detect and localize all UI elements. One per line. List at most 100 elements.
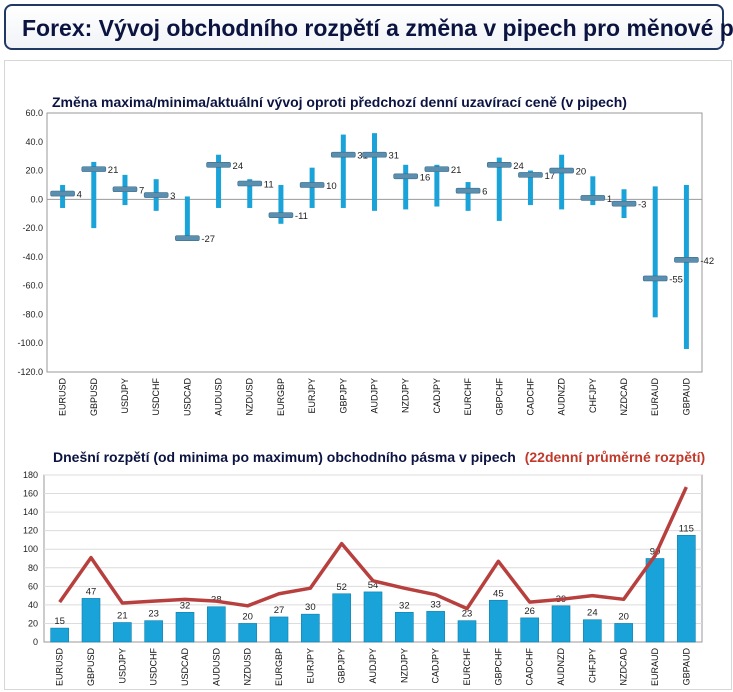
chart2-category-label: EURUSD	[55, 648, 65, 687]
charts-panel	[4, 60, 732, 690]
chart1-range-bar	[559, 154, 565, 210]
chart1-current-marker	[393, 173, 418, 180]
chart2-y-tick: 0	[33, 637, 38, 647]
chart2-bar	[645, 558, 665, 643]
chart1-category-label: EURGBP	[276, 378, 286, 416]
chart1-data-label: -55	[669, 274, 683, 285]
chart1-data-label: 17	[544, 171, 555, 182]
chart2-category-label: AUDUSD	[211, 648, 221, 687]
chart2-bar	[81, 598, 101, 643]
chart2-title-main: Dnešní rozpětí (od minima po maximum) ob…	[53, 449, 516, 465]
chart2-category-label: CADJPY	[431, 648, 441, 684]
chart1-current-marker	[642, 275, 668, 282]
chart2-y-tick: 80	[28, 563, 38, 573]
chart2-category-label: USDJPY	[117, 648, 127, 684]
chart1-y-tick: -40.0	[22, 252, 43, 262]
chart1-category-label: AUDJPY	[370, 378, 380, 414]
chart2-bar	[583, 619, 602, 643]
chart1-category-label: AUDUSD	[214, 378, 224, 417]
chart1-category-label: NZDUSD	[245, 378, 255, 416]
chart1-category-label: NZDCAD	[619, 378, 629, 416]
chart1-range-bar	[434, 164, 440, 207]
chart1-y-tick: -20.0	[22, 223, 43, 233]
chart2-data-label: 26	[524, 606, 535, 617]
chart1-current-marker	[549, 167, 574, 174]
chart1-range-bar	[465, 182, 471, 211]
chart2-data-label: 27	[274, 605, 285, 616]
chart2-bar	[677, 535, 696, 643]
chart1-current-marker	[268, 212, 294, 218]
chart2-data-label: 33	[430, 599, 441, 610]
chart1-category-label: EURUSD	[58, 378, 68, 417]
chart1-data-label: 3	[170, 191, 175, 202]
chart1-current-marker	[580, 195, 606, 201]
chart2-category-label: GBPCHF	[493, 648, 503, 686]
chart2-bar	[363, 591, 383, 643]
chart1-range-bar	[652, 186, 658, 318]
chart1-category-label: USDCHF	[151, 377, 161, 415]
chart2-data-label: 23	[462, 609, 473, 620]
chart2-category-label: CHFJPY	[587, 648, 597, 683]
chart2-category-label: NZDJPY	[399, 648, 409, 683]
chart1-data-label: 31	[389, 151, 400, 162]
chart1-range-bar	[247, 179, 253, 208]
chart1-current-marker	[362, 151, 387, 158]
chart1-current-marker	[299, 182, 325, 188]
chart2-bar	[113, 622, 132, 643]
chart2-y-tick: 140	[23, 507, 38, 517]
chart1-range-bar	[590, 176, 596, 206]
chart2-bar	[520, 617, 539, 643]
chart1-data-label: 11	[264, 180, 274, 191]
chart2-y-tick: 60	[28, 581, 38, 591]
chart2-data-label: 30	[305, 602, 316, 613]
chart1-category-label: GBPJPY	[338, 378, 348, 414]
chart1-category-label: CADJPY	[432, 378, 442, 414]
chart2-bar	[614, 623, 633, 643]
chart1-range-bar	[278, 184, 284, 224]
chart1-current-marker	[143, 192, 169, 198]
chart2-category-label: EURGBP	[274, 648, 284, 686]
chart2-data-label: 47	[86, 586, 97, 597]
chart1-current-marker	[486, 162, 512, 168]
chart2-data-label: 54	[368, 580, 379, 591]
chart1-data-label: -42	[700, 256, 714, 267]
chart1-range-bar	[91, 161, 97, 229]
chart1-current-marker	[81, 166, 107, 172]
chart2-y-tick: 20	[28, 618, 38, 628]
chart2-category-label: AUDJPY	[368, 648, 378, 684]
chart1-data-label: 24	[513, 161, 524, 172]
chart1-range-bar	[527, 170, 533, 206]
chart2-category-label: EURJPY	[305, 648, 315, 684]
chart1-current-marker	[112, 186, 138, 193]
chart2-data-label: 24	[587, 608, 598, 619]
chart1-range-bar	[372, 133, 377, 211]
chart1-data-label: -3	[638, 200, 646, 211]
chart2-y-tick: 160	[23, 489, 38, 499]
chart1-range-bar	[60, 184, 66, 208]
chart1-current-marker	[674, 256, 699, 263]
chart1-y-tick: -60.0	[22, 281, 43, 291]
chart2-data-label: 21	[117, 611, 128, 622]
chart1-data-label: 21	[451, 165, 462, 176]
chart1-data-label: 4	[77, 190, 82, 201]
chart1-range-bar	[184, 196, 190, 240]
chart2-data-label: 23	[148, 609, 159, 620]
chart1-data-label: -27	[201, 234, 215, 245]
chart2-category-label: GBPUSD	[86, 648, 96, 687]
chart1-range-bar	[309, 167, 315, 208]
chart1-current-marker	[50, 190, 75, 197]
chart2-category-label: EURCHF	[462, 647, 472, 685]
chart1-current-marker	[206, 162, 231, 168]
chart1-data-label: 21	[108, 165, 119, 176]
chart2-bar	[207, 606, 226, 643]
chart2-bar	[144, 620, 163, 643]
chart2-title: Dnešní rozpětí (od minima po maximum) ob…	[53, 449, 705, 465]
chart1-data-label: 1	[607, 194, 612, 205]
chart2-bar	[50, 627, 69, 643]
chart2-data-label: 45	[493, 588, 504, 599]
chart2-y-tick: 100	[23, 544, 38, 554]
chart2-category-label: USDCAD	[180, 648, 190, 687]
chart2-category-label: NZDCAD	[619, 648, 629, 686]
chart1-range-bar	[683, 184, 689, 349]
